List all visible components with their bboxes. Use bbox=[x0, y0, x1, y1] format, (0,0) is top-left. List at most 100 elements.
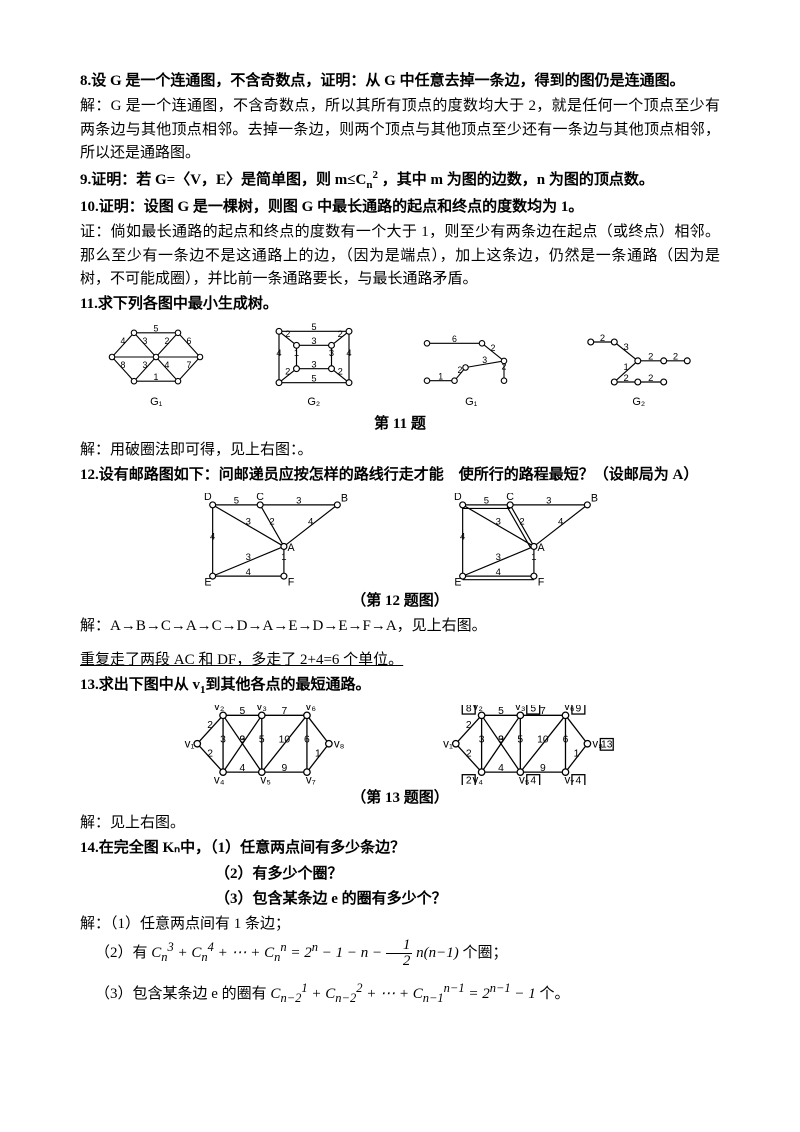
q11-g2t-label: G₂ bbox=[579, 394, 699, 411]
q11-caption: 第 11 题 bbox=[80, 413, 720, 436]
svg-text:4: 4 bbox=[246, 567, 251, 578]
svg-text:2: 2 bbox=[165, 336, 170, 346]
svg-text:C: C bbox=[256, 493, 264, 503]
svg-text:4: 4 bbox=[346, 348, 351, 358]
svg-text:2: 2 bbox=[491, 343, 496, 353]
q12-caption: （第 12 题图） bbox=[80, 590, 720, 613]
q12-figures: 533244314DCBAFE 533244314DCBAFE bbox=[80, 493, 720, 588]
q10-answer: 证：倘如最长通路的起点和终点的度数有一个大于 1，则至少有两条边在起点（或终点）… bbox=[80, 221, 720, 291]
q8-stem: 8.设 G 是一个连通图，不含奇数点，证明：从 G 中任意去掉一条边，得到的图仍… bbox=[80, 70, 720, 93]
q14-stem-a: 14.在完全图 Kₙ中，（1）任意两点间有多少条边？ bbox=[80, 837, 720, 860]
svg-text:1: 1 bbox=[281, 552, 286, 563]
q13-figures: 22539357410961v₁v₂v₃v₄v₅v₆v₇v₈ 225393574… bbox=[80, 705, 720, 785]
svg-text:4: 4 bbox=[576, 776, 582, 785]
svg-text:1: 1 bbox=[439, 372, 444, 382]
svg-text:4: 4 bbox=[496, 567, 501, 578]
svg-text:3: 3 bbox=[246, 517, 251, 528]
q11-figures: 4567183234 G₁ 545433312222 G₂ 623212 G₁ … bbox=[80, 322, 720, 411]
q12-a2: 重复走了两段 AC 和 DF，多走了 2+4=6 个单位。 bbox=[80, 649, 720, 672]
svg-text:F: F bbox=[538, 577, 545, 588]
svg-text:v₇: v₇ bbox=[564, 774, 574, 785]
svg-text:v₁: v₁ bbox=[443, 737, 453, 750]
page: 8.设 G 是一个连通图，不含奇数点，证明：从 G 中任意去掉一条边，得到的图仍… bbox=[0, 0, 800, 1071]
svg-text:9: 9 bbox=[281, 763, 287, 774]
svg-text:2: 2 bbox=[285, 367, 290, 377]
svg-text:1: 1 bbox=[574, 749, 580, 760]
svg-text:F: F bbox=[288, 577, 295, 588]
q13-stem-a: 13.求出下图中从 v bbox=[80, 677, 200, 693]
q13-graph-left: 22539357410961v₁v₂v₃v₄v₅v₆v₇v₈ bbox=[175, 705, 355, 785]
svg-text:10: 10 bbox=[279, 734, 291, 745]
svg-text:1: 1 bbox=[531, 552, 536, 563]
q13-a1: 解：见上右图。 bbox=[80, 812, 720, 835]
q11-g1t-label: G₁ bbox=[416, 394, 526, 411]
svg-text:2: 2 bbox=[623, 372, 628, 383]
svg-text:2: 2 bbox=[466, 749, 472, 760]
svg-text:4: 4 bbox=[276, 348, 281, 358]
q12-stem: 12.设有邮路图如下：问邮递员应按怎样的路线行走才能 使所行的路程最短？（设邮局… bbox=[80, 464, 720, 487]
svg-text:2: 2 bbox=[337, 367, 342, 377]
q11-g2t: 2322122 G₂ bbox=[579, 332, 699, 411]
svg-text:5: 5 bbox=[240, 706, 246, 717]
svg-text:8: 8 bbox=[121, 360, 126, 370]
svg-text:v₆: v₆ bbox=[306, 705, 317, 713]
q13-stem-b: 到其他各点的最短通路。 bbox=[206, 677, 371, 693]
q14-a2-suffix: 个圈； bbox=[463, 945, 508, 961]
q14-a1: 解：（1）任意两点间有 1 条边； bbox=[80, 913, 720, 936]
svg-text:6: 6 bbox=[187, 336, 192, 346]
svg-text:3: 3 bbox=[311, 336, 316, 346]
svg-text:5: 5 bbox=[154, 324, 159, 334]
svg-text:5: 5 bbox=[259, 734, 265, 745]
q13-caption: （第 13 题图） bbox=[80, 787, 720, 810]
svg-text:3: 3 bbox=[246, 552, 251, 563]
svg-text:v₇: v₇ bbox=[306, 774, 316, 785]
q11-g1t: 623212 G₁ bbox=[416, 332, 526, 411]
q14-a2-prefix: （2）有 bbox=[95, 945, 151, 961]
svg-text:1: 1 bbox=[294, 348, 299, 358]
svg-text:13: 13 bbox=[601, 739, 613, 750]
svg-text:v₃: v₃ bbox=[257, 705, 268, 713]
svg-text:3: 3 bbox=[240, 734, 246, 745]
svg-text:8: 8 bbox=[466, 705, 472, 714]
svg-text:3: 3 bbox=[479, 734, 485, 745]
svg-text:2: 2 bbox=[648, 351, 653, 362]
q12-a1: 解：A→B→C→A→C→D→A→E→D→E→F→A，见上右图。 bbox=[80, 615, 720, 638]
q13-graph-right: 22539357410961v₁v₂v₃v₄v₅v₆v₇v₈85249413 bbox=[435, 705, 625, 785]
svg-text:3: 3 bbox=[220, 734, 226, 745]
q9-stem-a: 9.证明：若 G=〈V，E〉是简单图，则 m≤C bbox=[80, 172, 366, 188]
svg-text:9: 9 bbox=[540, 763, 546, 774]
svg-text:1: 1 bbox=[315, 749, 321, 760]
svg-text:A: A bbox=[537, 542, 545, 554]
svg-text:2: 2 bbox=[207, 720, 213, 731]
svg-text:4: 4 bbox=[240, 763, 246, 774]
svg-text:2: 2 bbox=[466, 720, 472, 731]
q11-answer: 解：用破圈法即可得，见上右图：。 bbox=[80, 439, 720, 462]
q9-stem: 9.证明：若 G=〈V，E〉是简单图，则 m≤Cn2 ，其中 m 为图的边数，n… bbox=[80, 167, 720, 194]
q11-g2: 545433312222 G₂ bbox=[264, 322, 364, 411]
q12-graph-left: 533244314DCBAFE bbox=[190, 493, 360, 588]
svg-text:E: E bbox=[204, 577, 211, 588]
svg-text:v₄: v₄ bbox=[214, 774, 225, 785]
svg-text:2: 2 bbox=[600, 332, 605, 343]
q9-stem-b: ，其中 m 为图的边数，n 为图的顶点数。 bbox=[378, 172, 654, 188]
svg-text:3: 3 bbox=[311, 360, 316, 370]
svg-text:2: 2 bbox=[337, 329, 342, 339]
svg-text:4: 4 bbox=[165, 360, 170, 370]
svg-text:3: 3 bbox=[296, 496, 301, 507]
svg-text:4: 4 bbox=[530, 776, 536, 785]
q14-a2-formula: Cn3 + Cn4 + ⋯ + Cnn = 2n − 1 − n − 12 n(… bbox=[151, 945, 459, 961]
svg-text:5: 5 bbox=[484, 496, 489, 507]
q11-g2-label: G₂ bbox=[264, 394, 364, 411]
svg-text:3: 3 bbox=[329, 348, 334, 358]
svg-text:4: 4 bbox=[558, 517, 563, 528]
q11-g1-label: G₁ bbox=[101, 394, 211, 411]
svg-text:5: 5 bbox=[517, 734, 523, 745]
svg-text:4: 4 bbox=[121, 336, 126, 346]
q12-graph-right: 533244314DCBAFE bbox=[440, 493, 610, 588]
svg-text:7: 7 bbox=[281, 706, 287, 717]
svg-text:3: 3 bbox=[496, 517, 501, 528]
svg-text:7: 7 bbox=[540, 706, 546, 717]
svg-text:v₈: v₈ bbox=[334, 737, 345, 750]
svg-text:4: 4 bbox=[308, 517, 313, 528]
svg-text:5: 5 bbox=[311, 322, 316, 332]
